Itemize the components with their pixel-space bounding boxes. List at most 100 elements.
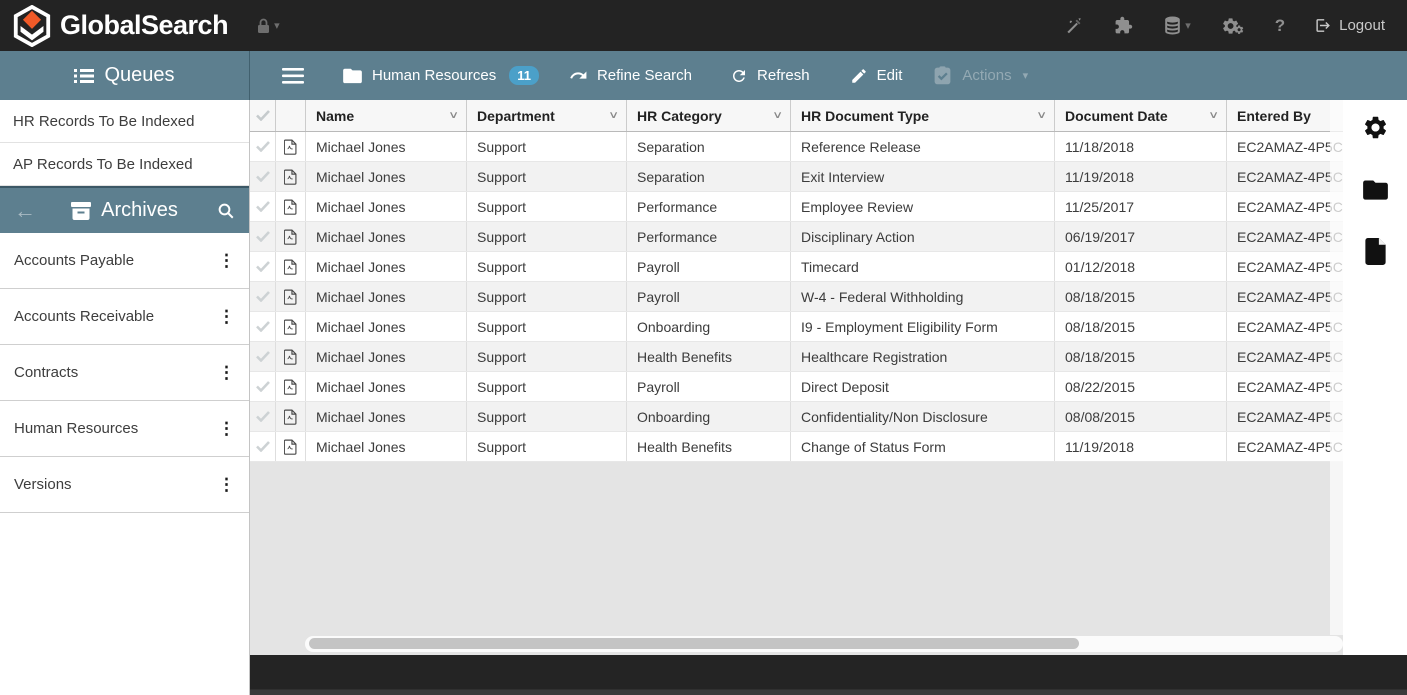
logout-button[interactable]: Logout xyxy=(1315,17,1385,34)
document-icon xyxy=(276,342,306,371)
gear-icon[interactable] xyxy=(1362,114,1389,141)
hamburger-icon[interactable] xyxy=(282,67,304,84)
edit-button[interactable]: Edit xyxy=(850,67,903,85)
refine-search-button[interactable]: Refine Search xyxy=(569,66,692,85)
table-row[interactable]: Michael Jones Support Payroll Direct Dep… xyxy=(250,372,1343,402)
archive-item[interactable]: Accounts Payable ⋮ xyxy=(0,233,249,289)
edit-label: Edit xyxy=(876,67,903,84)
cell-entered-by: EC2AMAZ-4P5C xyxy=(1237,348,1343,365)
lock-menu[interactable]: ▾ xyxy=(256,18,280,34)
queue-item-label: AP Records To Be Indexed xyxy=(13,155,193,173)
refresh-button[interactable]: Refresh xyxy=(730,67,810,85)
archive-item[interactable]: Accounts Receivable ⋮ xyxy=(0,289,249,345)
topbar-actions: ▾ ? Logout xyxy=(1065,16,1407,36)
results-grid: Name ∨ Department ∨ HR Category ∨ HR Docume… xyxy=(250,100,1343,655)
column-header-hr-document-type[interactable]: HR Document Type ∨ xyxy=(791,100,1055,131)
archive-item[interactable]: Contracts ⋮ xyxy=(0,345,249,401)
puzzle-icon[interactable] xyxy=(1114,16,1133,35)
vertical-scrollbar[interactable] xyxy=(1330,100,1343,635)
actions-label: Actions xyxy=(962,67,1012,84)
cell-name: Michael Jones xyxy=(306,162,467,191)
row-checkbox[interactable] xyxy=(250,432,276,461)
table-row[interactable]: Michael Jones Support Performance Discip… xyxy=(250,222,1343,252)
back-arrow-icon[interactable]: ← xyxy=(14,197,36,223)
logout-icon xyxy=(1316,19,1330,32)
row-checkbox[interactable] xyxy=(250,192,276,221)
cell-entered-by: EC2AMAZ-4P5C xyxy=(1237,378,1343,395)
queue-item-label: HR Records To Be Indexed xyxy=(13,112,195,130)
table-row[interactable]: Michael Jones Support Payroll W-4 - Fede… xyxy=(250,282,1343,312)
table-row[interactable]: Michael Jones Support Health Benefits Ch… xyxy=(250,432,1343,462)
folder-icon[interactable] xyxy=(1362,178,1389,201)
column-header-hr-category[interactable]: HR Category ∨ xyxy=(627,100,791,131)
queue-item[interactable]: HR Records To Be Indexed xyxy=(0,100,249,143)
cell-hr-category: Health Benefits xyxy=(627,432,791,461)
search-icon[interactable] xyxy=(217,202,235,220)
cell-hr-document-type: Timecard xyxy=(791,252,1055,281)
cell-document-date: 08/22/2015 xyxy=(1055,372,1227,401)
cell-name: Michael Jones xyxy=(306,222,467,251)
cell-hr-category: Payroll xyxy=(627,372,791,401)
app-name: GlobalSearch xyxy=(60,10,229,40)
column-header-department[interactable]: Department ∨ xyxy=(467,100,627,131)
cell-hr-document-type: Employee Review xyxy=(791,192,1055,221)
row-checkbox[interactable] xyxy=(250,402,276,431)
row-checkbox[interactable] xyxy=(250,132,276,161)
cell-hr-category: Separation xyxy=(627,132,791,161)
kebab-menu-icon[interactable]: ⋮ xyxy=(218,474,235,494)
column-header-entered-by[interactable]: Entered By xyxy=(1237,107,1311,124)
sort-chevron-icon: ∨ xyxy=(1207,110,1219,121)
horizontal-scrollbar[interactable] xyxy=(305,636,1343,652)
cell-hr-document-type: W-4 - Federal Withholding xyxy=(791,282,1055,311)
queue-item[interactable]: AP Records To Be Indexed xyxy=(0,143,249,186)
table-row[interactable]: Michael Jones Support Onboarding Confide… xyxy=(250,402,1343,432)
database-menu[interactable]: ▾ xyxy=(1163,16,1191,35)
row-checkbox[interactable] xyxy=(250,342,276,371)
table-row[interactable]: Michael Jones Support Onboarding I9 - Em… xyxy=(250,312,1343,342)
actions-button[interactable]: Actions ▾ xyxy=(932,65,1028,86)
archives-title: Archives xyxy=(101,199,178,221)
kebab-menu-icon[interactable]: ⋮ xyxy=(218,306,235,326)
kebab-menu-icon[interactable]: ⋮ xyxy=(218,250,235,270)
archive-item-label: Contracts xyxy=(14,364,79,381)
kebab-menu-icon[interactable]: ⋮ xyxy=(218,418,235,438)
archive-item[interactable]: Human Resources ⋮ xyxy=(0,401,249,457)
table-row[interactable]: Michael Jones Support Performance Employ… xyxy=(250,192,1343,222)
row-checkbox[interactable] xyxy=(250,222,276,251)
sort-chevron-icon: ∨ xyxy=(447,110,459,121)
cell-name: Michael Jones xyxy=(306,432,467,461)
document-icon xyxy=(276,402,306,431)
archive-box-icon xyxy=(71,201,92,220)
cell-name: Michael Jones xyxy=(306,402,467,431)
cell-document-date: 08/08/2015 xyxy=(1055,402,1227,431)
row-checkbox[interactable] xyxy=(250,162,276,191)
cell-document-date: 11/25/2017 xyxy=(1055,192,1227,221)
cell-hr-document-type: Change of Status Form xyxy=(791,432,1055,461)
column-header-document-date[interactable]: Document Date ∨ xyxy=(1055,100,1227,131)
row-checkbox[interactable] xyxy=(250,282,276,311)
context-breadcrumb[interactable]: Human Resources 11 xyxy=(342,66,539,85)
archive-item[interactable]: Versions ⋮ xyxy=(0,457,249,513)
help-icon[interactable]: ? xyxy=(1274,15,1286,35)
kebab-menu-icon[interactable]: ⋮ xyxy=(218,362,235,382)
cell-name: Michael Jones xyxy=(306,372,467,401)
table-row[interactable]: Michael Jones Support Health Benefits He… xyxy=(250,342,1343,372)
row-checkbox[interactable] xyxy=(250,312,276,341)
cell-hr-category: Performance xyxy=(627,192,791,221)
table-row[interactable]: Michael Jones Support Separation Exit In… xyxy=(250,162,1343,192)
table-row[interactable]: Michael Jones Support Payroll Timecard 0… xyxy=(250,252,1343,282)
row-checkbox[interactable] xyxy=(250,372,276,401)
column-header-name[interactable]: Name ∨ xyxy=(306,100,467,131)
select-all-checkbox[interactable] xyxy=(250,100,276,131)
archive-item-label: Accounts Receivable xyxy=(14,308,155,325)
file-icon[interactable] xyxy=(1364,238,1387,265)
table-row[interactable]: Michael Jones Support Separation Referen… xyxy=(250,132,1343,162)
cell-document-date: 08/18/2015 xyxy=(1055,342,1227,371)
row-checkbox[interactable] xyxy=(250,252,276,281)
gears-icon[interactable] xyxy=(1221,16,1245,36)
horizontal-scrollbar-thumb[interactable] xyxy=(309,638,1079,649)
cell-name: Michael Jones xyxy=(306,342,467,371)
magic-wand-icon[interactable] xyxy=(1065,16,1084,35)
sort-chevron-icon: ∨ xyxy=(607,110,619,121)
database-icon xyxy=(1165,16,1180,35)
